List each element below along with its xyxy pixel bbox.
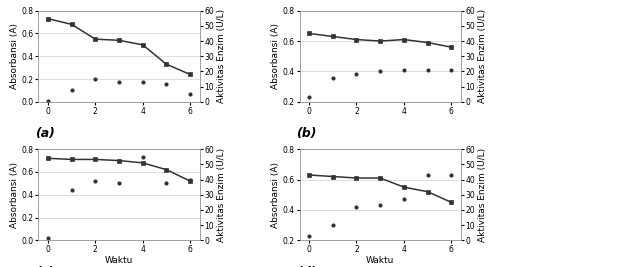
Y-axis label: Absorbansi (A): Absorbansi (A) bbox=[271, 162, 280, 228]
Y-axis label: Absorbansi (A): Absorbansi (A) bbox=[271, 23, 280, 89]
Y-axis label: Absorbansi (A): Absorbansi (A) bbox=[10, 162, 19, 228]
Y-axis label: Aktivitas Enzim (U/L): Aktivitas Enzim (U/L) bbox=[217, 148, 226, 242]
Y-axis label: Absorbansi (A): Absorbansi (A) bbox=[10, 23, 19, 89]
Y-axis label: Aktivitas Enzim (U/L): Aktivitas Enzim (U/L) bbox=[478, 9, 487, 103]
Text: (c): (c) bbox=[35, 266, 54, 267]
Text: (b): (b) bbox=[296, 127, 317, 140]
X-axis label: Waktu: Waktu bbox=[366, 256, 394, 265]
Y-axis label: Aktivitas Enzim (U/L): Aktivitas Enzim (U/L) bbox=[217, 9, 226, 103]
X-axis label: Waktu: Waktu bbox=[105, 256, 133, 265]
Text: (d): (d) bbox=[296, 266, 317, 267]
Y-axis label: Aktivitas Enzim (U/L): Aktivitas Enzim (U/L) bbox=[478, 148, 487, 242]
Text: (a): (a) bbox=[35, 127, 55, 140]
